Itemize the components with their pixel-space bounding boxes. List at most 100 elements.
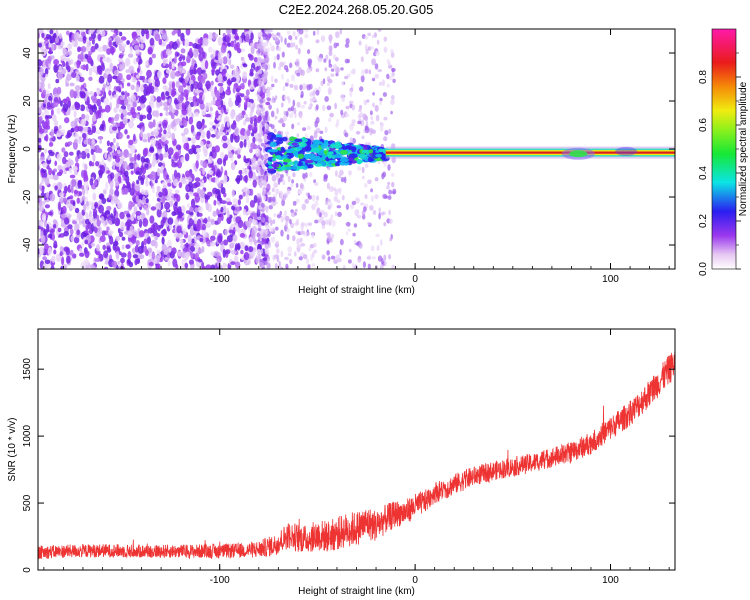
transition-blob [297, 153, 304, 159]
fading-speckle [347, 228, 352, 232]
noise-speckle [76, 59, 81, 69]
noise-speckle [121, 236, 126, 241]
noise-speckle [144, 189, 149, 196]
noise-speckle [63, 265, 67, 269]
noise-speckle [73, 32, 80, 41]
noise-speckle [48, 167, 53, 176]
noise-speckle [184, 153, 190, 162]
fading-speckle [379, 100, 382, 106]
fading-speckle [308, 83, 313, 90]
noise-speckle [149, 37, 155, 46]
transition-blob [299, 141, 307, 148]
noise-speckle [167, 147, 174, 156]
fading-speckle [324, 67, 328, 72]
fading-speckle [286, 234, 290, 241]
fading-speckle [382, 193, 388, 199]
noise-speckle [53, 59, 59, 66]
fading-speckle [335, 72, 339, 77]
noise-speckle [142, 217, 149, 227]
noise-speckle [55, 36, 59, 44]
spectrogram-xtick-label: 100 [602, 274, 619, 285]
noise-speckle [72, 165, 78, 172]
fading-speckle [278, 177, 283, 183]
fading-speckle [340, 67, 344, 71]
fading-speckle [261, 266, 265, 269]
fading-speckle [276, 107, 279, 115]
fading-speckle [259, 98, 264, 104]
noise-speckle [139, 69, 143, 76]
noise-speckle [84, 239, 89, 245]
noise-speckle [201, 76, 206, 84]
noise-speckle [112, 241, 119, 247]
fading-speckle [388, 128, 392, 134]
noise-speckle [127, 230, 133, 238]
fading-speckle [299, 182, 304, 189]
fading-speckle [339, 29, 342, 35]
fading-speckle [258, 157, 262, 162]
noise-speckle [102, 244, 106, 250]
noise-speckle [227, 100, 234, 108]
colorbar-axis: 0.0 0.2 0.4 0.6 0.8 Normalized spectral ampli… [698, 52, 749, 276]
fading-speckle [270, 227, 274, 232]
noise-speckle [114, 36, 121, 42]
noise-speckle [189, 47, 193, 57]
noise-speckle [243, 139, 247, 148]
fading-speckle [274, 263, 278, 269]
transition-blob [327, 153, 333, 159]
noise-speckle [47, 247, 53, 256]
noise-speckle [82, 195, 86, 201]
fading-speckle [373, 32, 377, 38]
noise-speckle [162, 188, 169, 197]
fading-speckle [387, 164, 391, 171]
noise-speckle [115, 86, 122, 92]
noise-speckle [111, 260, 118, 268]
fading-speckle [292, 42, 296, 48]
fading-speckle [335, 31, 340, 39]
fading-speckle [349, 124, 354, 131]
noise-speckle [228, 229, 234, 234]
noise-speckle [242, 191, 246, 197]
noise-speckle [133, 133, 136, 142]
fading-speckle [296, 238, 301, 245]
noise-speckle [104, 261, 110, 265]
transition-blob [356, 158, 362, 165]
noise-speckle [168, 247, 172, 253]
transition-blob [314, 163, 323, 167]
noise-speckle [241, 228, 246, 234]
fading-speckle [262, 76, 267, 84]
noise-speckle [99, 194, 104, 200]
noise-speckle [73, 110, 77, 118]
transition-blob [275, 155, 282, 160]
fading-speckle [262, 35, 267, 41]
noise-speckle [158, 252, 162, 259]
noise-speckle [148, 121, 154, 129]
fading-speckle [378, 207, 381, 214]
noise-speckle [38, 82, 41, 88]
noise-speckle [253, 79, 257, 88]
noise-speckle [120, 221, 125, 231]
noise-speckle [157, 167, 161, 177]
noise-speckle [180, 48, 186, 54]
fading-speckle [371, 77, 376, 82]
fading-speckle [364, 125, 368, 131]
fading-speckle [265, 55, 269, 62]
noise-speckle [163, 129, 167, 135]
fading-speckle [314, 200, 319, 207]
noise-speckle [109, 187, 114, 197]
noise-speckle [243, 175, 248, 182]
noise-speckle [130, 95, 137, 101]
fading-speckle [274, 78, 278, 83]
noise-speckle [223, 239, 229, 246]
fading-speckle [295, 44, 298, 50]
noise-speckle [120, 252, 127, 258]
noise-speckle [240, 256, 245, 261]
fading-speckle [381, 172, 385, 180]
fading-speckle [262, 179, 267, 184]
noise-speckle [171, 41, 178, 50]
noise-speckle [238, 169, 243, 175]
noise-speckle [119, 63, 124, 72]
noise-speckle [117, 149, 121, 154]
noise-speckle [250, 157, 257, 164]
fading-speckle [336, 199, 341, 203]
noise-speckle [115, 142, 120, 149]
